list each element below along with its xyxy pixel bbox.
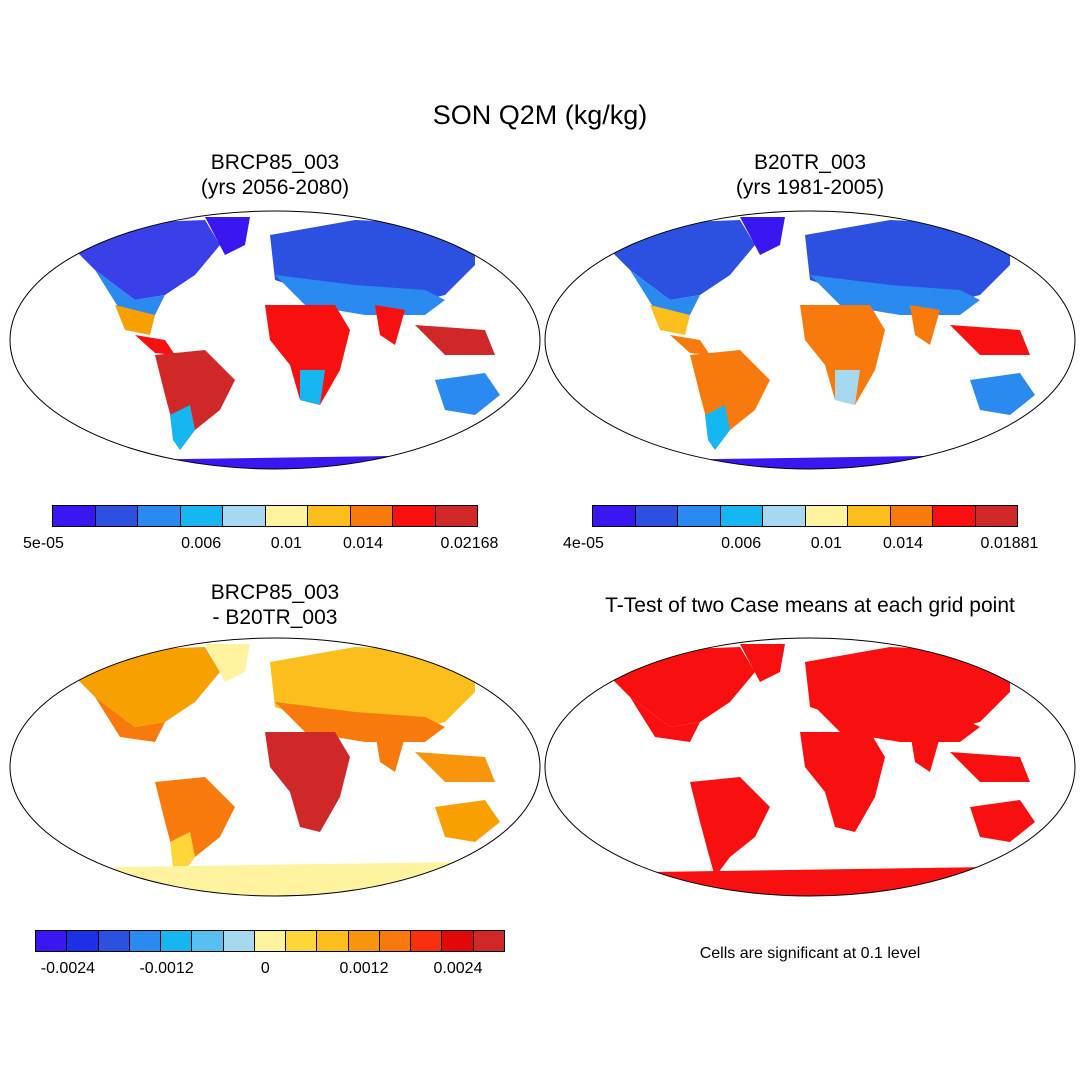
panel-title-line2: (yrs 1981-2005) (735, 176, 885, 199)
colorbar-swatch (223, 931, 255, 951)
colorbar-label: 5e-05 (23, 535, 64, 552)
colorbar-swatch (678, 506, 721, 526)
colorbar-labels-top-right: 4e-05 0.006 0.01 0.014 0.01881 (563, 535, 1038, 555)
panel-title-bottom-left: BRCP85_003 - B20TR_003 (125, 580, 425, 630)
colorbar-top-left (52, 505, 478, 527)
colorbar-swatch (411, 931, 443, 951)
map-ttest (544, 637, 1076, 897)
colorbar-swatch (890, 506, 933, 526)
colorbar-swatch (473, 931, 504, 951)
colorbar-swatch (223, 506, 266, 526)
colorbar-labels-top-left: 5e-05 0.006 0.01 0.014 0.02168 (23, 535, 498, 555)
main-title: SON Q2M (kg/kg) (432, 100, 648, 130)
colorbar-swatch (192, 931, 224, 951)
colorbar-swatch (379, 931, 412, 951)
colorbar-label: 0.02168 (440, 535, 499, 552)
panel-title-line1: BRCP85_003 (210, 151, 340, 174)
colorbar-label: 0.014 (882, 535, 923, 552)
colorbar-bottom-left (35, 930, 505, 952)
colorbar-label: 0 (260, 960, 270, 977)
colorbar-swatch (138, 506, 181, 526)
colorbar-label: 0.0012 (339, 960, 389, 977)
colorbar-swatch (720, 506, 763, 526)
colorbar-label: 0.01 (270, 535, 302, 552)
colorbar-label: -0.0024 (40, 960, 96, 977)
colorbar-swatch (308, 506, 351, 526)
colorbar-label: 0.0024 (433, 960, 483, 977)
colorbar-swatch (435, 506, 477, 526)
colorbar-swatch (442, 931, 474, 951)
colorbar-swatch (635, 506, 678, 526)
colorbar-swatch (393, 506, 436, 526)
colorbar-top-right (592, 505, 1018, 527)
panel-title-bottom-right: T-Test of two Case means at each grid po… (605, 594, 1015, 617)
colorbar-swatch (265, 506, 308, 526)
panel-title-top-left: BRCP85_003 (yrs 2056-2080) (125, 150, 425, 200)
colorbar-label: 0.006 (181, 535, 222, 552)
colorbar-swatch (95, 506, 138, 526)
panel-title-line1: BRCP85_003 (210, 581, 340, 604)
colorbar-swatch (129, 931, 162, 951)
colorbar-label: 0.006 (721, 535, 762, 552)
map-b20tr (544, 210, 1076, 470)
panel-title-line2: (yrs 2056-2080) (200, 176, 350, 199)
colorbar-swatch (180, 506, 223, 526)
colorbar-swatch (317, 931, 349, 951)
colorbar-swatch (348, 931, 380, 951)
colorbar-swatch (254, 931, 287, 951)
colorbar-label: 0.014 (342, 535, 383, 552)
colorbar-label: 0.01881 (980, 535, 1039, 552)
colorbar-swatch (286, 931, 318, 951)
colorbar-swatch (350, 506, 393, 526)
panel-title-line2: - B20TR_003 (212, 606, 338, 629)
colorbar-swatch (848, 506, 891, 526)
significance-note: Cells are significant at 0.1 level (699, 945, 921, 962)
colorbar-swatch (975, 506, 1017, 526)
colorbar-swatch (763, 506, 806, 526)
colorbar-swatch (53, 506, 96, 526)
colorbar-swatch (593, 506, 636, 526)
colorbar-swatch (933, 506, 976, 526)
map-difference (9, 637, 541, 897)
colorbar-label: 0.01 (810, 535, 842, 552)
colorbar-swatch (36, 931, 68, 951)
colorbar-labels-bottom-left: -0.0024 -0.0012 0 0.0012 0.0024 (35, 960, 505, 980)
panel-title-line1: B20TR_003 (753, 151, 867, 174)
colorbar-swatch (805, 506, 848, 526)
map-brcp85 (9, 210, 541, 470)
colorbar-label: -0.0012 (139, 960, 194, 977)
panel-title-top-right: B20TR_003 (yrs 1981-2005) (660, 150, 960, 200)
colorbar-label: 4e-05 (563, 535, 604, 552)
colorbar-swatch (161, 931, 193, 951)
colorbar-swatch (98, 931, 130, 951)
colorbar-swatch (67, 931, 99, 951)
